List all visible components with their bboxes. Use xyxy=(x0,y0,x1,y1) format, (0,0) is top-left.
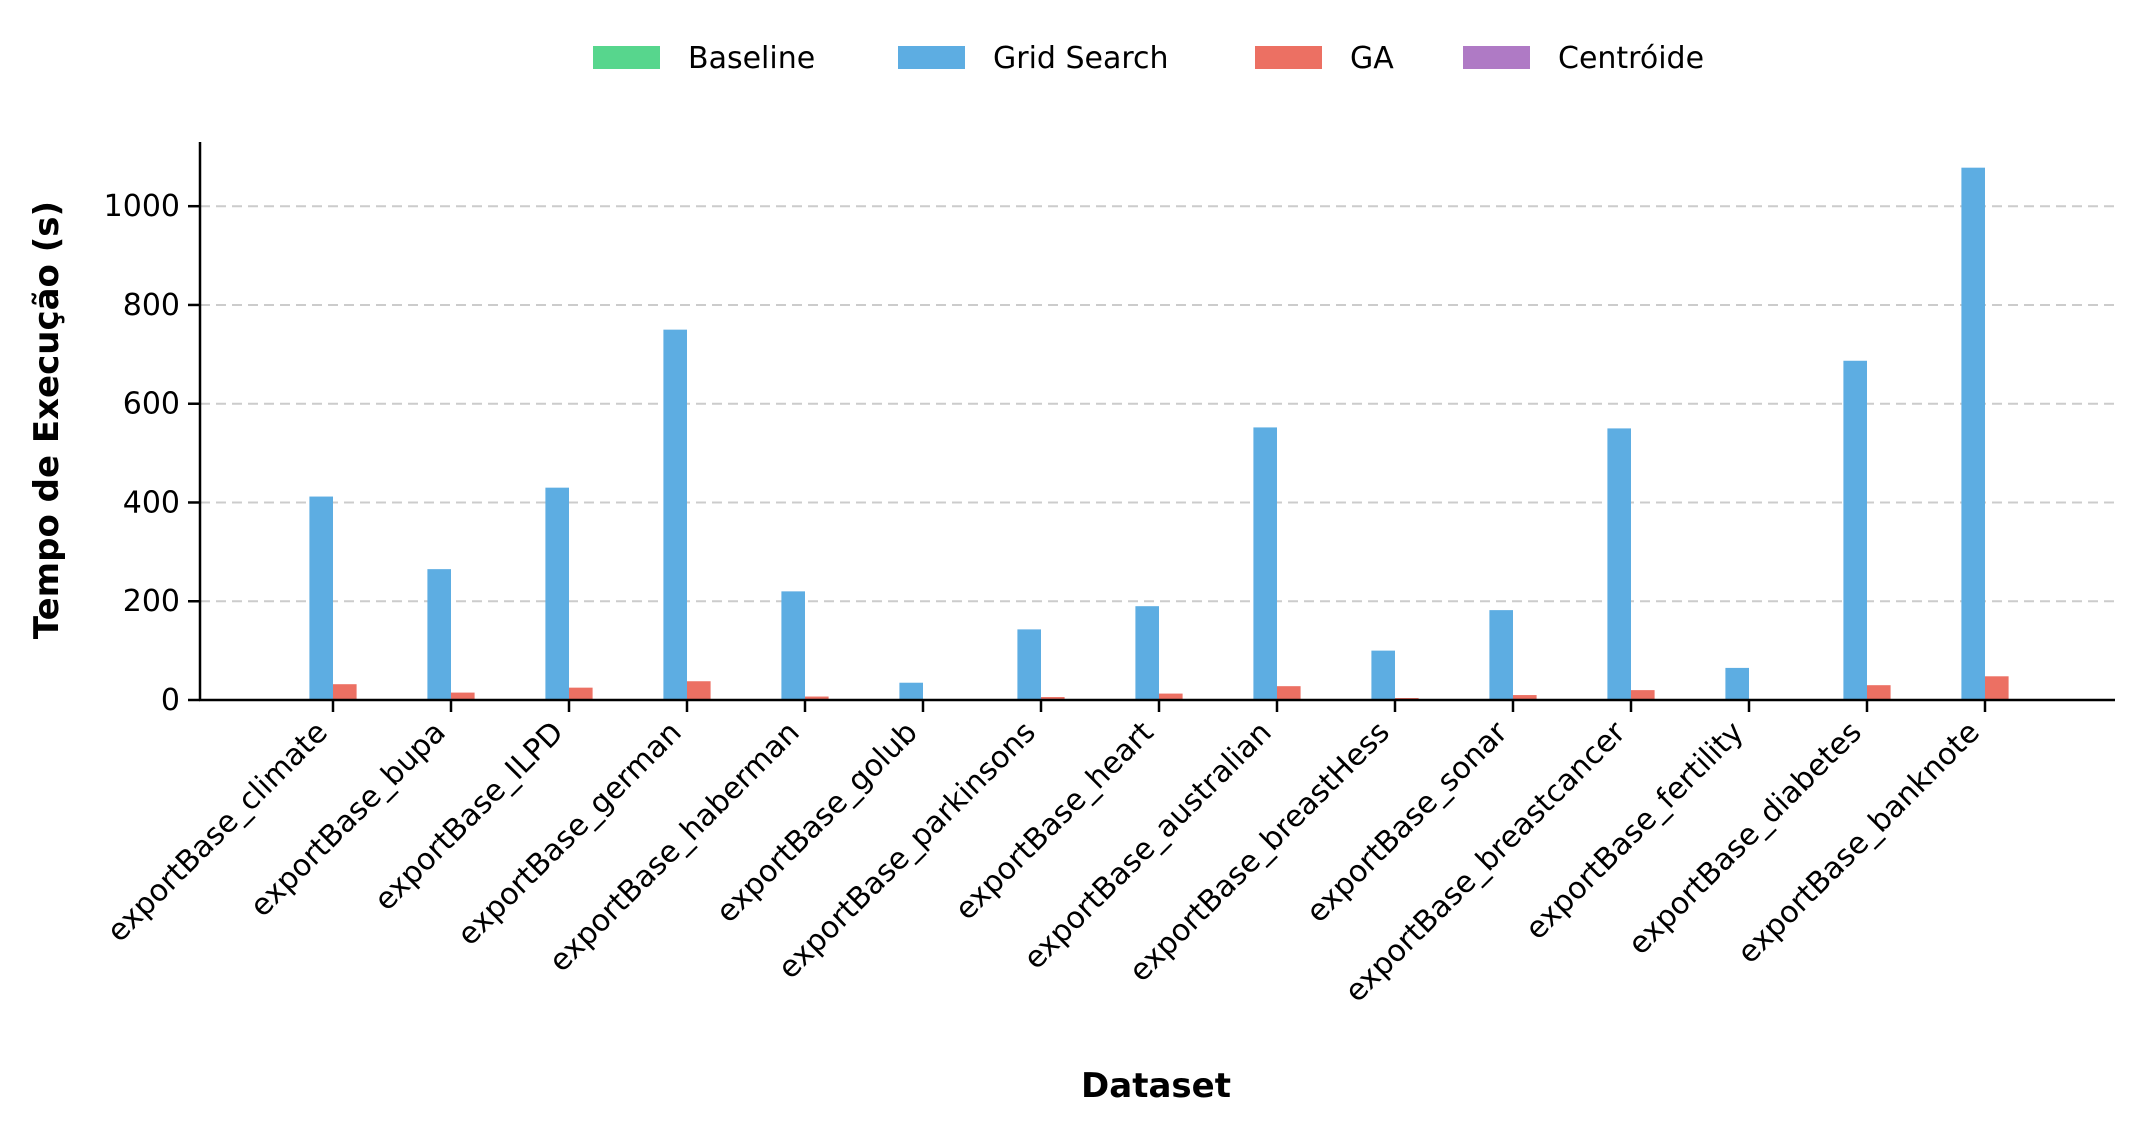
legend-swatch xyxy=(593,46,660,69)
bar-ga xyxy=(1867,685,1891,700)
x-tick-label: exportBase_golub xyxy=(710,715,925,930)
x-tick-label: exportBase_banknote xyxy=(1731,715,1987,971)
y-tick-label: 800 xyxy=(123,288,180,323)
bar-grid-search xyxy=(1371,650,1395,700)
bar-ga xyxy=(1985,676,2009,700)
bar-ga xyxy=(687,681,711,700)
legend-swatch xyxy=(898,46,965,69)
bar-grid-search xyxy=(1725,667,1749,700)
bar-grid-search xyxy=(1607,428,1631,700)
bar-grid-search xyxy=(1843,360,1867,700)
legend-label: Grid Search xyxy=(993,41,1169,76)
bar-grid-search xyxy=(1135,606,1159,700)
x-ticks: exportBase_climateexportBase_bupaexportB… xyxy=(100,700,1987,1009)
bar-ga xyxy=(451,692,475,700)
bar-ga xyxy=(805,696,829,700)
bar-ga xyxy=(1277,686,1301,700)
bar-ga xyxy=(1159,693,1183,700)
bars-group xyxy=(309,167,2009,701)
x-tick-label: exportBase_german xyxy=(451,715,689,953)
legend: Baseline Grid Search GA Centróide xyxy=(593,41,1704,76)
bar-ga xyxy=(333,684,357,700)
bar-grid-search xyxy=(427,569,451,700)
bar-grid-search xyxy=(781,591,805,700)
bar-grid-search xyxy=(1017,629,1041,700)
y-ticks: 0 200 400 600 800 1000 xyxy=(104,189,200,718)
bar-grid-search xyxy=(899,682,923,700)
x-axis-title: Dataset xyxy=(1081,1066,1231,1106)
bar-ga xyxy=(569,687,593,700)
y-tick-label: 400 xyxy=(123,485,180,520)
axes xyxy=(198,142,2115,702)
x-tick-label: exportBase_australian xyxy=(1017,715,1278,976)
y-tick-label: 1000 xyxy=(104,189,180,224)
x-tick-label: exportBase_diabetes xyxy=(1622,715,1869,962)
legend-label: Centróide xyxy=(1558,41,1704,76)
bar-ga xyxy=(1041,697,1065,700)
bar-grid-search xyxy=(545,487,569,700)
y-tick-label: 600 xyxy=(123,387,180,422)
bar-grid-search xyxy=(309,496,333,700)
x-tick-label: exportBase_climate xyxy=(100,715,334,949)
x-tick-label: exportBase_bupa xyxy=(244,715,453,924)
x-tick-label: exportBase_heart xyxy=(948,715,1160,927)
bar-grid-search xyxy=(1961,167,1985,701)
bar-ga xyxy=(1631,690,1655,700)
y-tick-label: 200 xyxy=(123,584,180,619)
x-tick-label: exportBase_fertility xyxy=(1519,715,1751,947)
grid-lines xyxy=(200,205,2115,603)
bar-grid-search xyxy=(663,329,687,700)
legend-swatch xyxy=(1463,46,1530,69)
y-axis-title: Tempo de Execução (s) xyxy=(27,201,67,639)
bar-grid-search xyxy=(1253,427,1277,700)
y-tick-label: 0 xyxy=(161,683,180,718)
legend-swatch xyxy=(1255,46,1322,69)
legend-label: GA xyxy=(1350,41,1394,76)
bar-ga xyxy=(1513,695,1537,700)
bar-grid-search xyxy=(1489,610,1513,700)
x-tick-label: exportBase_sonar xyxy=(1300,714,1515,929)
legend-label: Baseline xyxy=(688,41,815,76)
